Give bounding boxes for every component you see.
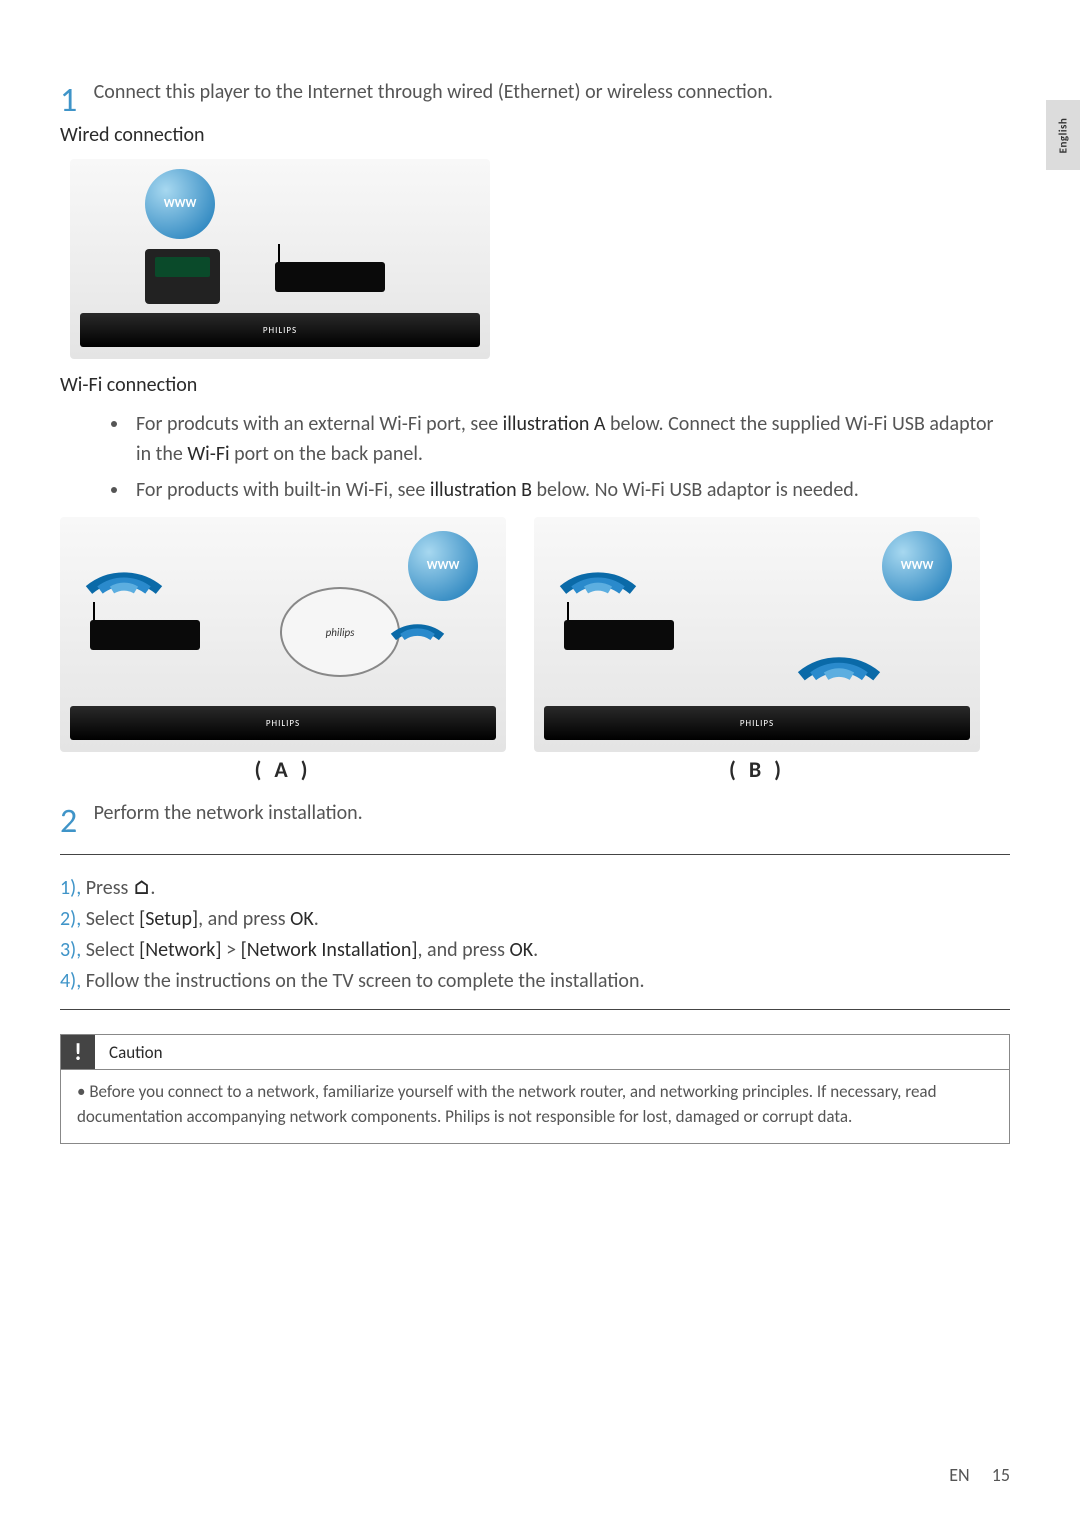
globe-label: WWW [427,559,460,573]
globe-icon: WWW [145,169,215,239]
wifi-connection-title: Wi-Fi connection [60,373,1010,397]
divider [60,1009,1010,1010]
bubble-label: philips [326,626,355,639]
home-icon: ⌂ [133,876,151,900]
caption-a: ( A ) [60,756,506,783]
globe-label: WWW [901,559,934,573]
page-footer: EN 15 [949,1464,1010,1486]
step-1-text: Connect this player to the Internet thro… [94,80,773,104]
footer-page: 15 [992,1464,1010,1486]
substep-3: 3), Select [Network] > [Network Installa… [60,935,1010,966]
player-brand-label: PHILIPS [263,325,297,336]
illustration-a: WWW philips PHILIPS [60,517,506,752]
divider [60,854,1010,855]
player-bar: PHILIPS [544,706,970,740]
adaptor-bubble: philips [280,587,400,677]
illustration-b: WWW PHILIPS [534,517,980,752]
language-tab: English [1046,100,1080,170]
globe-label: WWW [164,197,197,211]
step-2: 2 Perform the network installation. [60,801,1010,842]
step-2-text: Perform the network installation. [94,801,363,825]
footer-lang: EN [949,1464,969,1486]
language-tab-label: English [1057,117,1070,153]
caption-b: ( B ) [534,756,980,783]
player-bar: PHILIPS [70,706,496,740]
caution-body: • Before you connect to a network, famil… [61,1070,1009,1143]
modem-icon [90,620,200,650]
player-bar: PHILIPS [80,313,480,347]
wifi-icon [558,535,638,600]
page-content: 1 Connect this player to the Internet th… [0,0,1080,1184]
substep-2: 2), Select [Setup], and press OK. [60,904,1010,935]
sub-steps: 1), Press ⌂. 2), Select [Setup], and pre… [60,873,1010,997]
step-1-number: 1 [60,80,90,121]
router-icon [145,249,220,304]
globe-icon: WWW [882,531,952,601]
caution-header: ! Caution [61,1035,1009,1070]
substep-1: 1), Press ⌂. [60,873,1010,904]
caution-box: ! Caution • Before you connect to a netw… [60,1034,1010,1144]
modem-icon [275,262,385,292]
wired-connection-title: Wired connection [60,123,1010,147]
wifi-bullet-2: For products with built-in Wi-Fi, see il… [130,475,1010,505]
step-2-number: 2 [60,801,90,842]
wifi-bullet-1: For prodcuts with an external Wi-Fi port… [130,409,1010,469]
caution-text: Before you connect to a network, familia… [77,1081,937,1127]
wifi-bullets: For prodcuts with an external Wi-Fi port… [90,409,1010,505]
substep-4: 4), Follow the instructions on the TV sc… [60,966,1010,997]
wifi-icon [390,599,445,644]
caution-icon: ! [61,1035,95,1069]
modem-icon [564,620,674,650]
caption-row: ( A ) ( B ) [60,756,1010,783]
step-1: 1 Connect this player to the Internet th… [60,80,1010,121]
player-brand-label: PHILIPS [740,718,774,729]
wired-connection-illustration: WWW PHILIPS [70,159,490,359]
wifi-icon [84,535,164,600]
globe-icon: WWW [408,531,478,601]
wifi-icon [794,617,884,687]
caution-title: Caution [109,1042,163,1063]
illustration-row: WWW philips PHILIPS WWW PHILIPS [60,517,1010,752]
player-brand-label: PHILIPS [266,718,300,729]
